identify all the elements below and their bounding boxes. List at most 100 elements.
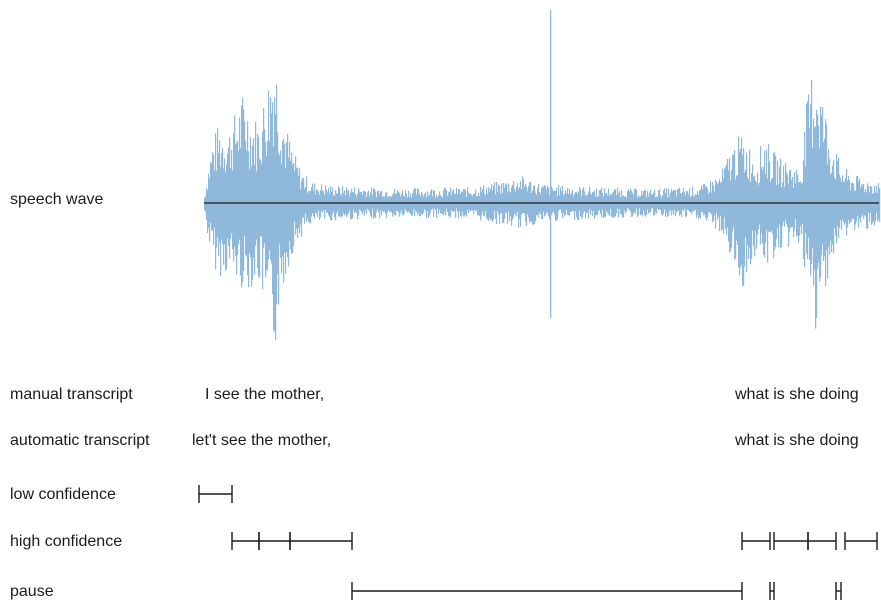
wave-sample: [854, 190, 856, 230]
wave-sample: [236, 142, 238, 275]
wave-sample: [568, 194, 570, 216]
wave-sample: [847, 180, 849, 228]
wave-sample: [308, 191, 310, 223]
wave-sample: [790, 170, 792, 228]
wave-sample: [547, 185, 549, 214]
wave-sample: [849, 180, 851, 224]
wave-sample: [420, 196, 422, 217]
pause-segment: [351, 582, 743, 600]
wave-sample: [379, 194, 381, 219]
wave-sample: [338, 186, 340, 217]
wave-sample: [219, 140, 221, 243]
wave-sample: [741, 137, 743, 265]
automatic-phrase-2: what is she doing: [735, 432, 859, 449]
wave-sample: [326, 189, 328, 213]
wave-sample: [762, 170, 764, 244]
wave-sample: [310, 190, 312, 224]
wave-sample: [766, 150, 768, 230]
wave-sample: [509, 191, 511, 221]
wave-sample: [743, 148, 745, 287]
wave-sample: [720, 183, 722, 216]
wave-sample: [690, 197, 692, 213]
wave-sample: [269, 141, 271, 250]
wave-sample: [221, 152, 223, 240]
wave-sample: [231, 150, 233, 234]
wave-sample: [852, 182, 854, 219]
wave-sample: [783, 165, 785, 222]
wave-sample: [599, 190, 601, 210]
wave-sample: [412, 193, 414, 216]
wave-sample: [787, 175, 789, 228]
wave-sample: [668, 188, 670, 216]
wave-sample: [448, 192, 450, 217]
wave-sample: [863, 183, 865, 219]
wave-sample: [386, 192, 388, 218]
wave-sample: [634, 188, 636, 213]
wave-sample: [637, 197, 639, 217]
wave-sample: [273, 146, 275, 331]
wave-sample: [430, 191, 432, 213]
wave-sample: [357, 193, 359, 220]
wave-sample: [600, 189, 602, 214]
wave-sample: [475, 189, 477, 211]
wave-sample: [275, 114, 277, 341]
wave-sample: [405, 190, 407, 209]
wave-sample: [425, 192, 427, 211]
wave-sample: [770, 181, 772, 232]
wave-sample: [633, 195, 635, 214]
wave-sample: [717, 184, 719, 220]
wave-sample: [794, 172, 796, 231]
wave-sample: [423, 196, 425, 213]
wave-sample: [500, 193, 502, 214]
wave-sample: [875, 192, 877, 221]
wave-sample: [483, 185, 485, 216]
wave-sample: [742, 155, 744, 286]
wave-sample: [244, 121, 246, 236]
wave-sample: [449, 191, 451, 217]
wave-sample: [696, 195, 698, 219]
wave-sample: [638, 195, 640, 216]
wave-sample: [832, 165, 834, 245]
wave-sample: [288, 157, 290, 267]
wave-sample: [376, 197, 378, 212]
wave-sample: [722, 168, 724, 230]
wave-sample: [260, 160, 262, 237]
wave-sample: [684, 192, 686, 209]
wave-sample: [400, 196, 402, 214]
wave-sample: [699, 190, 701, 218]
wave-sample: [279, 155, 281, 245]
wave-sample: [811, 80, 813, 264]
wave-sample: [539, 192, 541, 213]
wave-sample: [773, 153, 775, 259]
wave-sample: [823, 142, 825, 261]
wave-sample: [360, 192, 362, 211]
wave-sample: [876, 185, 878, 213]
wave-sample: [533, 185, 535, 225]
wave-sample: [593, 191, 595, 211]
wave-sample: [833, 159, 835, 254]
wave-sample: [397, 190, 399, 211]
wave-sample: [760, 146, 762, 245]
wave-sample: [227, 153, 229, 239]
wave-sample: [772, 177, 774, 234]
wave-sample: [793, 187, 795, 238]
wave-sample: [428, 195, 430, 218]
wave-sample: [302, 177, 304, 218]
wave-sample: [557, 196, 559, 220]
wave-sample: [677, 189, 679, 212]
wave-sample: [352, 192, 354, 219]
wave-sample: [356, 196, 358, 213]
wave-sample: [755, 180, 757, 232]
wave-sample: [404, 196, 406, 213]
wave-sample: [337, 193, 339, 211]
wave-sample: [763, 166, 765, 255]
wave-sample: [553, 191, 555, 212]
wave-sample: [324, 194, 326, 219]
wave-sample: [205, 196, 207, 212]
wave-sample: [683, 188, 685, 211]
wave-sample: [363, 191, 365, 212]
wave-sample: [540, 194, 542, 214]
wave-sample: [215, 133, 217, 270]
wave-sample: [640, 196, 642, 216]
wave-sample: [734, 150, 736, 261]
